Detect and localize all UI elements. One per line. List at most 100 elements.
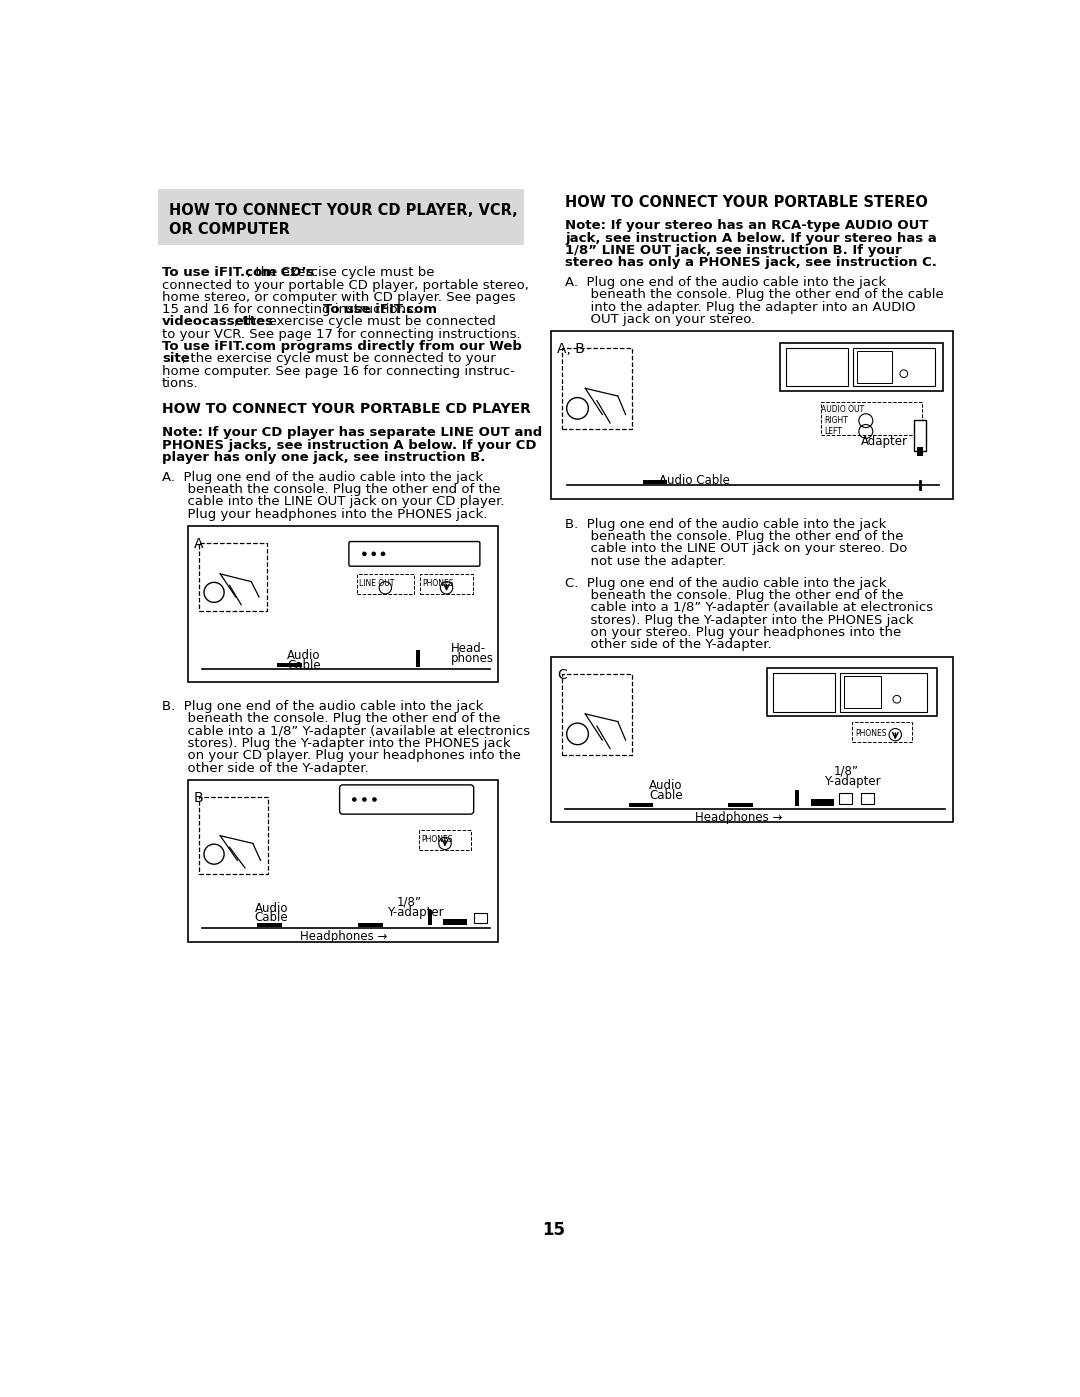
Text: Audio: Audio bbox=[649, 778, 683, 792]
Text: Head-: Head- bbox=[451, 641, 486, 655]
Text: Note: If your stereo has an RCA-type AUDIO OUT: Note: If your stereo has an RCA-type AUD… bbox=[565, 219, 929, 232]
Bar bbox=[276, 664, 301, 666]
FancyBboxPatch shape bbox=[349, 542, 480, 566]
Text: PHONES: PHONES bbox=[421, 835, 453, 844]
Text: Adapter: Adapter bbox=[861, 436, 908, 448]
Text: PHONES: PHONES bbox=[855, 728, 887, 738]
Bar bbox=[551, 331, 953, 499]
Text: Y-adapter: Y-adapter bbox=[387, 905, 444, 919]
Bar bbox=[562, 673, 632, 754]
Text: 1/8” LINE OUT jack, see instruction B. If your: 1/8” LINE OUT jack, see instruction B. I… bbox=[565, 244, 902, 257]
Bar bbox=[728, 803, 753, 807]
Text: videocassettes: videocassettes bbox=[162, 316, 274, 328]
Text: 15 and 16 for connecting instructions.: 15 and 16 for connecting instructions. bbox=[162, 303, 421, 316]
Text: LINE OUT: LINE OUT bbox=[359, 580, 394, 588]
Text: not use the adapter.: not use the adapter. bbox=[565, 555, 726, 567]
Text: beneath the console. Plug the other end of the: beneath the console. Plug the other end … bbox=[162, 712, 501, 725]
Text: connected to your portable CD player, portable stereo,: connected to your portable CD player, po… bbox=[162, 278, 529, 292]
Text: tions.: tions. bbox=[162, 377, 199, 390]
Text: Y-adapter: Y-adapter bbox=[824, 775, 880, 788]
Bar bbox=[795, 791, 799, 806]
Text: Cable: Cable bbox=[287, 658, 321, 672]
Text: , the exercise cycle must be connected: , the exercise cycle must be connected bbox=[234, 316, 496, 328]
Text: HOW TO CONNECT YOUR PORTABLE CD PLAYER: HOW TO CONNECT YOUR PORTABLE CD PLAYER bbox=[162, 402, 531, 416]
Text: B: B bbox=[194, 791, 203, 805]
Bar bbox=[159, 189, 524, 244]
Bar bbox=[419, 830, 471, 849]
Bar bbox=[643, 481, 667, 483]
Text: beneath the console. Plug the other end of the cable: beneath the console. Plug the other end … bbox=[565, 288, 944, 302]
Text: RIGHT: RIGHT bbox=[824, 416, 848, 425]
Text: AUDIO OUT: AUDIO OUT bbox=[821, 405, 864, 415]
Text: player has only one jack, see instruction B.: player has only one jack, see instructio… bbox=[162, 451, 486, 464]
Text: A.  Plug one end of the audio cable into the jack: A. Plug one end of the audio cable into … bbox=[565, 275, 887, 289]
Bar bbox=[914, 420, 927, 451]
Bar bbox=[188, 527, 498, 682]
Bar bbox=[786, 348, 848, 386]
Bar bbox=[199, 798, 268, 875]
Text: beneath the console. Plug the other end of the: beneath the console. Plug the other end … bbox=[162, 483, 501, 496]
Text: C.  Plug one end of the audio cable into the jack: C. Plug one end of the audio cable into … bbox=[565, 577, 887, 590]
Text: into the adapter. Plug the adapter into an AUDIO: into the adapter. Plug the adapter into … bbox=[565, 300, 916, 313]
Bar bbox=[474, 912, 487, 923]
Bar bbox=[858, 351, 892, 383]
Text: A: A bbox=[194, 536, 203, 550]
Text: cable into the LINE OUT jack on your CD player.: cable into the LINE OUT jack on your CD … bbox=[162, 496, 504, 509]
Bar bbox=[257, 922, 282, 926]
Text: jack, see instruction A below. If your stereo has a: jack, see instruction A below. If your s… bbox=[565, 232, 936, 244]
Text: to your VCR. See page 17 for connecting instructions.: to your VCR. See page 17 for connecting … bbox=[162, 328, 521, 341]
Text: cable into a 1/8” Y-adapter (available at electronics: cable into a 1/8” Y-adapter (available a… bbox=[162, 725, 530, 738]
Circle shape bbox=[372, 552, 376, 556]
Bar bbox=[780, 342, 943, 391]
Text: OR COMPUTER: OR COMPUTER bbox=[170, 222, 289, 236]
Text: on your stereo. Plug your headphones into the: on your stereo. Plug your headphones int… bbox=[565, 626, 902, 638]
Bar bbox=[629, 803, 653, 807]
Bar bbox=[359, 922, 383, 926]
Circle shape bbox=[362, 552, 367, 556]
Bar bbox=[839, 793, 852, 803]
Bar bbox=[416, 650, 420, 666]
Text: , the exercise cycle must be: , the exercise cycle must be bbox=[247, 267, 435, 279]
Text: 15: 15 bbox=[542, 1221, 565, 1239]
Text: cable into the LINE OUT jack on your stereo. Do: cable into the LINE OUT jack on your ste… bbox=[565, 542, 907, 556]
Bar bbox=[428, 909, 432, 925]
Text: , the exercise cycle must be connected to your: , the exercise cycle must be connected t… bbox=[183, 352, 496, 366]
Text: stereo has only a PHONES jack, see instruction C.: stereo has only a PHONES jack, see instr… bbox=[565, 256, 937, 270]
Text: Audio: Audio bbox=[255, 902, 288, 915]
Bar bbox=[773, 673, 835, 711]
Text: Audio Cable: Audio Cable bbox=[659, 474, 730, 486]
Bar bbox=[551, 657, 953, 823]
Bar bbox=[852, 722, 913, 742]
Text: stores). Plug the Y-adapter into the PHONES jack: stores). Plug the Y-adapter into the PHO… bbox=[565, 613, 914, 627]
Text: HOW TO CONNECT YOUR CD PLAYER, VCR,: HOW TO CONNECT YOUR CD PLAYER, VCR, bbox=[170, 203, 517, 218]
Circle shape bbox=[352, 798, 356, 802]
Bar bbox=[444, 919, 467, 925]
Text: site: site bbox=[162, 352, 190, 366]
Bar bbox=[199, 543, 267, 610]
Text: To use iFIT.com programs directly from our Web: To use iFIT.com programs directly from o… bbox=[162, 339, 522, 353]
Text: OUT jack on your stereo.: OUT jack on your stereo. bbox=[565, 313, 755, 326]
Circle shape bbox=[373, 798, 377, 802]
Text: 1/8”: 1/8” bbox=[397, 895, 422, 909]
Text: C: C bbox=[557, 668, 567, 682]
Text: HOW TO CONNECT YOUR PORTABLE STEREO: HOW TO CONNECT YOUR PORTABLE STEREO bbox=[565, 194, 928, 210]
Bar bbox=[562, 348, 632, 429]
Text: LEFT: LEFT bbox=[824, 427, 841, 436]
Text: home stereo, or computer with CD player. See pages: home stereo, or computer with CD player.… bbox=[162, 291, 516, 303]
Text: beneath the console. Plug the other end of the: beneath the console. Plug the other end … bbox=[565, 529, 904, 543]
Text: Cable: Cable bbox=[649, 788, 683, 802]
Text: other side of the Y-adapter.: other side of the Y-adapter. bbox=[162, 761, 368, 775]
Text: B.  Plug one end of the audio cable into the jack: B. Plug one end of the audio cable into … bbox=[565, 518, 887, 531]
Bar bbox=[853, 348, 935, 386]
Text: 1/8”: 1/8” bbox=[834, 764, 859, 778]
Bar bbox=[356, 574, 414, 594]
Text: PHONES jacks, see instruction A below. If your CD: PHONES jacks, see instruction A below. I… bbox=[162, 439, 537, 451]
Text: beneath the console. Plug the other end of the: beneath the console. Plug the other end … bbox=[565, 590, 904, 602]
Text: To use iFIT.com: To use iFIT.com bbox=[323, 303, 437, 316]
Bar bbox=[840, 673, 927, 711]
Text: on your CD player. Plug your headphones into the: on your CD player. Plug your headphones … bbox=[162, 749, 521, 763]
Text: home computer. See page 16 for connecting instruc-: home computer. See page 16 for connectin… bbox=[162, 365, 515, 377]
Circle shape bbox=[380, 552, 386, 556]
Text: Headphones →: Headphones → bbox=[694, 810, 782, 824]
Bar bbox=[917, 447, 923, 455]
